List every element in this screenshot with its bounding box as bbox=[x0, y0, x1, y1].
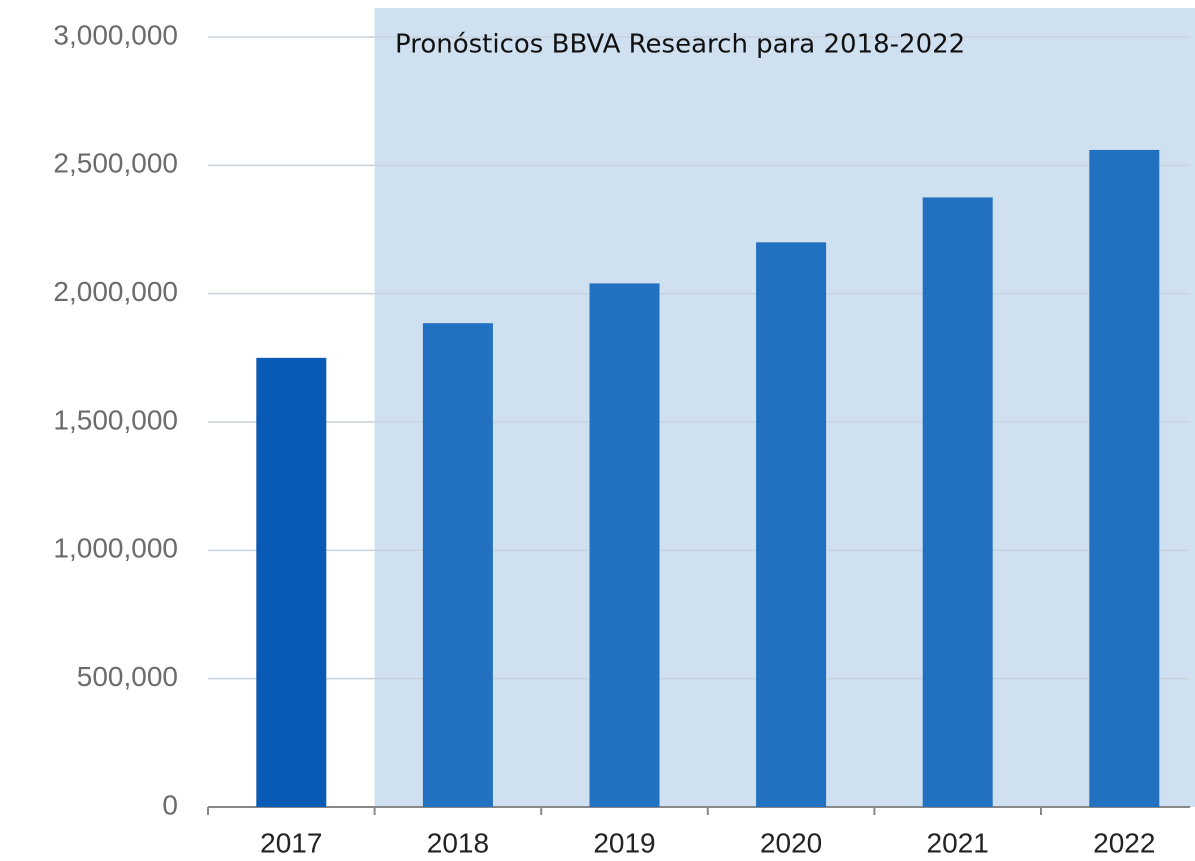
y-tick-label: 1,000,000 bbox=[53, 533, 178, 564]
bar bbox=[256, 357, 327, 807]
x-tick-label: 2019 bbox=[593, 827, 655, 858]
bar bbox=[756, 242, 827, 808]
x-tick-label: 2021 bbox=[927, 827, 989, 858]
bar bbox=[1089, 149, 1160, 807]
x-tick-label: 2018 bbox=[427, 827, 489, 858]
x-tick-label: 2020 bbox=[760, 827, 822, 858]
y-tick-label: 3,000,000 bbox=[53, 19, 178, 50]
y-tick-label: 1,500,000 bbox=[53, 404, 178, 435]
annotation: Pronósticos BBVA Research para 2018-2022 bbox=[395, 30, 965, 60]
x-tick-label: 2022 bbox=[1093, 827, 1155, 858]
grid-layer bbox=[208, 36, 1190, 680]
bar bbox=[589, 283, 660, 807]
bar bbox=[422, 323, 493, 807]
bar bbox=[922, 197, 993, 807]
y-tick-label: 0 bbox=[162, 789, 178, 820]
x-tick-label: 2017 bbox=[260, 827, 322, 858]
y-tick-label: 500,000 bbox=[77, 661, 178, 692]
y-tick-label: 2,500,000 bbox=[53, 148, 178, 179]
y-tick-label: 2,000,000 bbox=[53, 276, 178, 307]
